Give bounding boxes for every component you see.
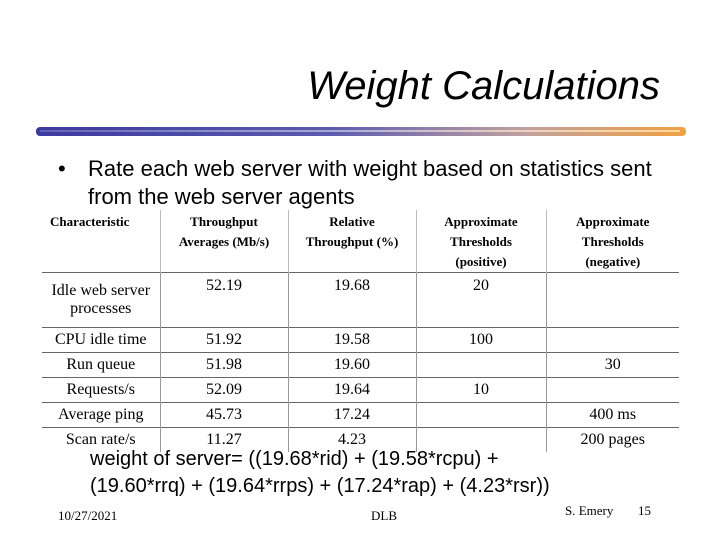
- slide-title: Weight Calculations: [307, 64, 660, 108]
- cell-relative: 19.64: [288, 377, 417, 403]
- footer-page-number: 15: [638, 503, 651, 518]
- cell-relative: 17.24: [288, 402, 417, 428]
- title-underline-highlight: [40, 130, 680, 132]
- cell-negative: [546, 377, 679, 403]
- bullet-icon: •: [58, 156, 66, 181]
- cell-throughput: 45.73: [160, 402, 289, 428]
- cell-relative: 19.68: [288, 272, 417, 328]
- cell-characteristic: Idle web server processes: [42, 272, 161, 328]
- cell-negative: 400 ms: [546, 402, 679, 428]
- formula-line-1: weight of server= ((19.68*rid) + (19.58*…: [90, 448, 499, 470]
- cell-relative: 19.58: [288, 327, 417, 353]
- footer-date: 10/27/2021: [58, 508, 118, 523]
- cell-positive: 10: [416, 377, 547, 403]
- cell-positive: [416, 402, 547, 428]
- statistics-table: Characteristic Throughput Averages (Mb/s…: [42, 210, 679, 452]
- footer-center: DLB: [371, 508, 397, 523]
- table-row: Requests/s 52.09 19.64 10: [42, 377, 679, 403]
- table-row: Run queue 51.98 19.60 30: [42, 352, 679, 378]
- bullet-text: Rate each web server with weight based o…: [88, 156, 652, 209]
- formula-line-2: (19.60*rrq) + (19.64*rrps) + (17.24*rap)…: [90, 475, 550, 497]
- cell-positive: [416, 352, 547, 378]
- cell-characteristic: Average ping: [42, 402, 161, 428]
- header-relative-throughput: Relative Throughput (%): [288, 210, 417, 273]
- cell-relative: 4.23: [288, 427, 417, 452]
- table-row: Scan rate/s 11.27 4.23 200 pages: [42, 427, 679, 452]
- table-header-row: Characteristic Throughput Averages (Mb/s…: [42, 210, 679, 273]
- bullet-point: • Rate each web server with weight based…: [58, 155, 678, 211]
- weight-formula: weight of server= ((19.68*rid) + (19.58*…: [90, 446, 690, 500]
- footer-author: S. Emery: [565, 503, 614, 518]
- cell-positive: 20: [416, 272, 547, 328]
- table-row: Idle web server processes 52.19 19.68 20: [42, 272, 679, 328]
- table-row: CPU idle time 51.92 19.58 100: [42, 327, 679, 353]
- cell-negative: 30: [546, 352, 679, 378]
- cell-characteristic: Scan rate/s: [42, 427, 161, 452]
- cell-relative: 19.60: [288, 352, 417, 378]
- cell-characteristic: Requests/s: [42, 377, 161, 403]
- cell-throughput: 52.09: [160, 377, 289, 403]
- header-characteristic: Characteristic: [42, 210, 161, 273]
- cell-throughput: 52.19: [160, 272, 289, 328]
- cell-throughput: 51.92: [160, 327, 289, 353]
- cell-negative: 200 pages: [546, 427, 679, 452]
- cell-negative: [546, 272, 679, 328]
- cell-throughput: 11.27: [160, 427, 289, 452]
- header-throughput-averages: Throughput Averages (Mb/s): [160, 210, 289, 273]
- cell-characteristic: CPU idle time: [42, 327, 161, 353]
- cell-negative: [546, 327, 679, 353]
- cell-characteristic: Run queue: [42, 352, 161, 378]
- cell-positive: [416, 427, 547, 452]
- header-thresholds-negative: Approximate Thresholds (negative): [576, 214, 650, 269]
- cell-positive: 100: [416, 327, 547, 353]
- header-thresholds-positive: Approximate Thresholds (positive): [416, 210, 547, 273]
- cell-throughput: 51.98: [160, 352, 289, 378]
- table-row: Average ping 45.73 17.24 400 ms: [42, 402, 679, 428]
